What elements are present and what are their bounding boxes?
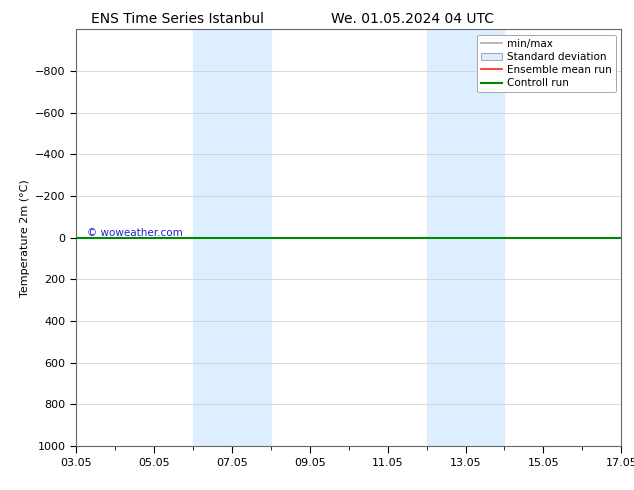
- Text: ENS Time Series Istanbul: ENS Time Series Istanbul: [91, 12, 264, 26]
- Text: We. 01.05.2024 04 UTC: We. 01.05.2024 04 UTC: [330, 12, 494, 26]
- Legend: min/max, Standard deviation, Ensemble mean run, Controll run: min/max, Standard deviation, Ensemble me…: [477, 35, 616, 92]
- Bar: [427, 29, 505, 446]
- Bar: [193, 29, 271, 446]
- Text: © woweather.com: © woweather.com: [87, 227, 183, 238]
- Y-axis label: Temperature 2m (°C): Temperature 2m (°C): [20, 179, 30, 296]
